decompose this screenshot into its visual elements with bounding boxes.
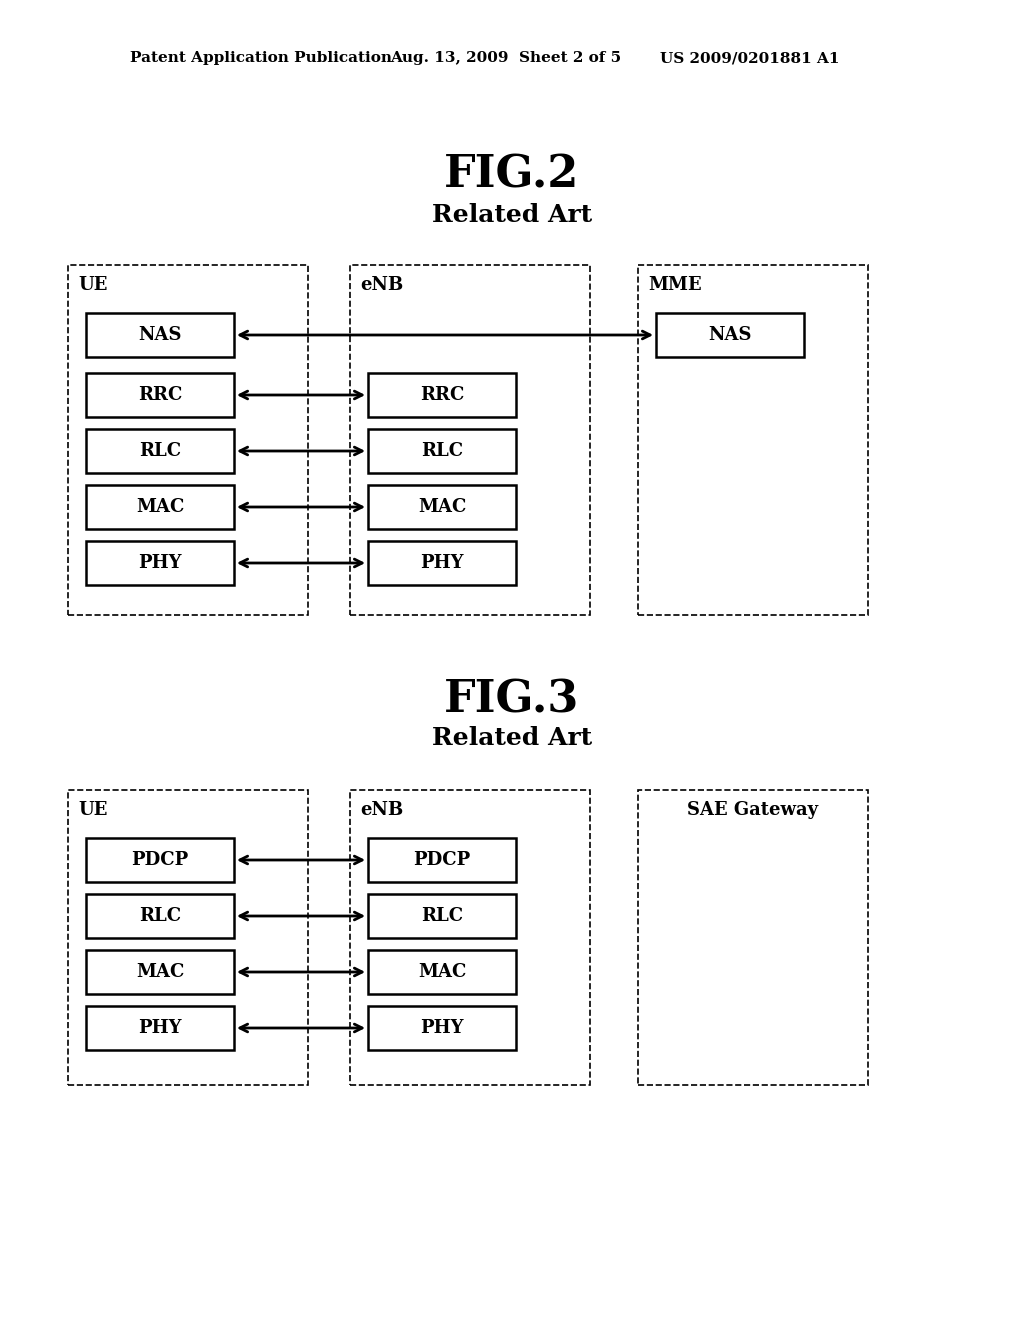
Text: RLC: RLC: [421, 442, 463, 459]
Text: Aug. 13, 2009  Sheet 2 of 5: Aug. 13, 2009 Sheet 2 of 5: [390, 51, 622, 65]
Bar: [86, 484, 234, 529]
Text: FIG.3: FIG.3: [444, 678, 580, 722]
Bar: [368, 429, 516, 473]
Bar: [368, 1006, 516, 1049]
Bar: [68, 789, 308, 1085]
Text: Related Art: Related Art: [432, 203, 592, 227]
Text: US 2009/0201881 A1: US 2009/0201881 A1: [660, 51, 840, 65]
Bar: [638, 789, 868, 1085]
Text: FIG.2: FIG.2: [444, 153, 580, 197]
Bar: [368, 374, 516, 417]
Text: Patent Application Publication: Patent Application Publication: [130, 51, 392, 65]
Text: PHY: PHY: [138, 554, 181, 572]
Text: MAC: MAC: [136, 498, 184, 516]
Bar: [368, 838, 516, 882]
Bar: [368, 950, 516, 994]
Bar: [68, 265, 308, 615]
Text: RRC: RRC: [420, 385, 464, 404]
Text: MAC: MAC: [418, 498, 466, 516]
Text: NAS: NAS: [138, 326, 181, 345]
Text: eNB: eNB: [360, 276, 403, 294]
Text: PDCP: PDCP: [414, 851, 471, 869]
Bar: [368, 894, 516, 939]
Text: UE: UE: [78, 801, 108, 818]
Text: MME: MME: [648, 276, 701, 294]
Text: PHY: PHY: [420, 554, 464, 572]
Text: RLC: RLC: [139, 907, 181, 925]
Bar: [368, 484, 516, 529]
Bar: [350, 265, 590, 615]
Text: RLC: RLC: [139, 442, 181, 459]
Bar: [86, 1006, 234, 1049]
Text: MAC: MAC: [418, 964, 466, 981]
Bar: [656, 313, 804, 356]
Text: PDCP: PDCP: [131, 851, 188, 869]
Bar: [350, 789, 590, 1085]
Text: eNB: eNB: [360, 801, 403, 818]
Bar: [86, 950, 234, 994]
Bar: [86, 429, 234, 473]
Bar: [86, 838, 234, 882]
Bar: [86, 374, 234, 417]
Bar: [86, 541, 234, 585]
Text: NAS: NAS: [709, 326, 752, 345]
Text: SAE Gateway: SAE Gateway: [687, 801, 818, 818]
Text: PHY: PHY: [420, 1019, 464, 1038]
Text: UE: UE: [78, 276, 108, 294]
Bar: [86, 313, 234, 356]
Bar: [638, 265, 868, 615]
Bar: [368, 541, 516, 585]
Text: MAC: MAC: [136, 964, 184, 981]
Text: RRC: RRC: [138, 385, 182, 404]
Text: PHY: PHY: [138, 1019, 181, 1038]
Text: RLC: RLC: [421, 907, 463, 925]
Text: Related Art: Related Art: [432, 726, 592, 750]
Bar: [86, 894, 234, 939]
